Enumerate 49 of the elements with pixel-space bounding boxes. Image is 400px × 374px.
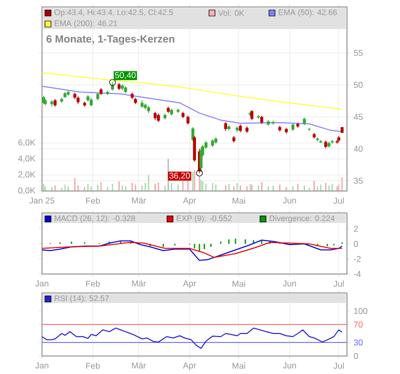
y-tick-label: 50 (354, 82, 363, 88)
text: 6 Monate, 1-Tages-Kerzen (46, 35, 174, 45)
y-tick-label: 35 (354, 178, 363, 184)
y-tick-label: 0 (354, 240, 358, 247)
x-tick-label: Feb (86, 280, 100, 287)
x-tick-label: Jun (282, 362, 296, 368)
x-tick-label: Mai (232, 280, 246, 287)
legend-label: Op:43.4, Hi:43.4, Lo:42.5, Cl:42.5 (54, 9, 174, 17)
legend-label: EMA (50): 42.66 (278, 9, 337, 17)
x-tick-label: Mai (232, 362, 246, 369)
x-tick-label: Jun (282, 280, 296, 286)
x-tick-label: Mär (132, 362, 146, 368)
x-tick-label: Feb (86, 198, 100, 204)
x-tick-label: Jun (282, 198, 296, 204)
legend-label: Vol: 0K (218, 10, 244, 16)
y2-tick-label: 6,0K (18, 139, 36, 146)
legend-label: EXP (9): -0.552 (176, 215, 232, 223)
y-tick-label: 0 (354, 352, 358, 359)
x-tick-label: Mai (232, 198, 246, 204)
y-tick-label: 100 (354, 308, 368, 314)
y-tick-label: 40 (354, 146, 363, 152)
y-tick-label: -2 (354, 256, 361, 262)
x-tick-label: Jan 25 (29, 198, 54, 204)
x-tick-label: Mär (132, 198, 146, 204)
legend-label: MACD (26, 12): -0.328 (54, 215, 136, 223)
annotation: 36,20 (169, 172, 190, 180)
legend-label: EMA (200): 46.21 (54, 20, 118, 28)
y2-tick-label: 0,0K (18, 187, 36, 194)
x-tick-label: Jul (333, 280, 344, 287)
x-tick-label: Feb (86, 362, 100, 369)
y-tick-label: 70 (354, 321, 363, 328)
legend-label: RSI (14): 52.57 (54, 295, 109, 303)
y-tick-label: 45 (354, 114, 363, 120)
y2-tick-label: 4,0K (18, 155, 36, 162)
annotation: 50,40 (115, 72, 136, 80)
y-tick-label: 2 (354, 226, 358, 232)
y2-tick-label: 2,0K (18, 171, 36, 178)
x-tick-label: Apr (182, 362, 196, 370)
y-tick-label: 30 (354, 339, 363, 346)
y-tick-label: -4 (354, 271, 361, 277)
x-tick-label: Mär (132, 280, 146, 286)
x-tick-label: Jul (333, 362, 344, 369)
y-tick-label: 55 (354, 50, 363, 56)
legend-label: Divergence: 0.224 (270, 215, 335, 223)
x-tick-label: Jan (35, 362, 48, 368)
x-tick-label: Apr (182, 198, 196, 206)
x-tick-label: Jul (333, 198, 344, 204)
x-tick-label: Apr (182, 280, 196, 288)
x-tick-label: Jan (35, 280, 48, 286)
